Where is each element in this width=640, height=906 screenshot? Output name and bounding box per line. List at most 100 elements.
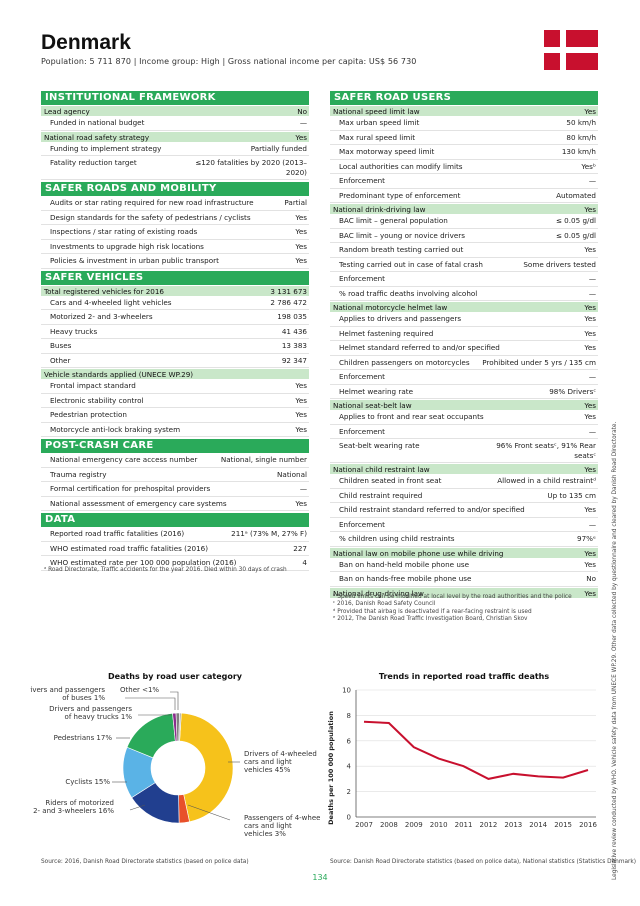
row-label: Motorcycle anti-lock braking system <box>50 424 181 434</box>
leader-other <box>170 691 179 710</box>
table-row: Helmet fastening required Yes <box>330 327 598 341</box>
table-row: Inspections / star rating of existing ro… <box>41 225 309 240</box>
table-row: Applies to drivers and passengers Yes <box>330 312 598 327</box>
phone-rows: Ban on hand-held mobile phone use Yes Ban … <box>330 558 598 587</box>
y-tick-label: 6 <box>347 737 352 745</box>
page-number: 134 <box>312 873 328 882</box>
section-vehicles: SAFER VEHICLES <box>41 270 309 285</box>
pie-chart: Other <1% Drivers and passengers of buse… <box>30 686 320 838</box>
row-label: Frontal impact standard <box>50 381 136 390</box>
footnotes-right: ᵇ Speed limits can be modified at local … <box>330 594 598 623</box>
row-label: Children passengers on motorcycles <box>339 357 470 367</box>
row-label: Trauma registry <box>50 469 107 479</box>
label-riders-2: 2- and 3-wheelers 16% <box>33 807 114 815</box>
row-label: WHO estimated rate per 100 000 populatio… <box>50 558 237 567</box>
pie-chart-title: Deaths by road user category <box>108 672 242 681</box>
subhead-phone: National law on mobile phone use while d… <box>330 546 598 558</box>
table-row: Enforcement — <box>330 370 598 385</box>
leader-passengers4 <box>187 804 231 821</box>
label-pedestrians: Pedestrians 17% <box>54 734 113 742</box>
child-rows: Children seated in front seat Allowed in … <box>330 474 598 547</box>
table-row: Random breath testing carried out Yes <box>330 243 598 258</box>
row-value: Yes <box>584 328 596 338</box>
label-buses-1: Drivers and passengers <box>30 686 105 694</box>
label-drivers4-1: Drivers of 4-wheeled <box>244 750 317 758</box>
row-value: — <box>588 372 596 381</box>
row-value: — <box>588 519 596 529</box>
table-row: BAC limit – general population ≤ 0.05 g/d… <box>330 214 598 229</box>
row-label: Local authorities can modify limits <box>339 161 463 171</box>
row-label: Random breath testing carried out <box>339 245 464 254</box>
row-value: 80 km/h <box>566 132 596 142</box>
row-value: Yes <box>295 410 307 419</box>
table-row: Child restraint required Up to 135 cm <box>330 489 598 503</box>
table-row: Reported road traffic fatalities (2016) 2… <box>41 527 309 542</box>
leader-buses <box>125 697 176 710</box>
table-row: Predominant type of enforcement Automated <box>330 189 598 203</box>
row-label: Max rural speed limit <box>339 132 416 142</box>
table-row: Funding to implement strategy Partially f… <box>41 142 309 156</box>
table-row: WHO estimated rate per 100 000 populatio… <box>41 556 309 571</box>
table-row: Pedestrian protection Yes <box>41 408 309 423</box>
table-row: Fatality reduction target ≤120 fatalities… <box>41 156 309 180</box>
row-label: Audits or star rating required for new r… <box>50 198 254 207</box>
x-tick-label: 2009 <box>405 821 423 829</box>
row-value: ≤ 0.05 g/dl <box>555 230 596 240</box>
table-row: Helmet standard referred to and/or speci… <box>330 341 598 356</box>
table-row: Ban on hand-held mobile phone use Yes <box>330 558 598 572</box>
table-row: Frontal impact standard Yes <box>41 379 309 394</box>
table-row: Helmet wearing rate 98% Driversᶜ <box>330 385 598 399</box>
subhead-drink: National drink-driving law Yes <box>330 203 598 214</box>
row-label: Enforcement <box>339 372 385 381</box>
row-value: 13 383 <box>281 341 307 350</box>
table-row: Seat-belt wearing rate 96% Front seatsᶜ, … <box>330 439 598 463</box>
row-value: Up to 135 cm <box>547 490 596 500</box>
table-row: Motorized 2- and 3-wheelers 198 035 <box>41 310 309 325</box>
speed-rows: Max urban speed limit 50 km/h Max rural sp… <box>330 116 598 203</box>
row-value: Prohibited under 5 yrs / 135 cm <box>482 357 596 367</box>
row-value: 4 <box>302 558 307 567</box>
row-value: Yes <box>295 227 307 236</box>
row-value: 97%ᵉ <box>577 534 596 543</box>
table-row: National emergency care access number Nat… <box>41 453 309 468</box>
vehicle-rows: Cars and 4-wheeled light vehicles 2 786 4… <box>41 296 309 368</box>
table-row: Funded in national budget — <box>41 116 309 131</box>
row-label: Funded in national budget <box>50 118 145 127</box>
table-row: Audits or star rating required for new r… <box>41 196 309 211</box>
row-label: National assessment of emergency care sy… <box>50 498 227 508</box>
table-row: Other 92 347 <box>41 354 309 368</box>
right-column: SAFER ROAD USERS National speed limit la… <box>330 89 598 598</box>
row-label: Seat-belt wearing rate <box>339 441 420 450</box>
row-value: Yes <box>584 343 596 352</box>
row-value: Partial <box>284 198 307 207</box>
y-tick-label: 10 <box>342 687 351 695</box>
row-label: Motorized 2- and 3-wheelers <box>50 312 153 321</box>
row-label: Enforcement <box>339 274 385 283</box>
leader-riders <box>129 804 146 811</box>
table-row: Cars and 4-wheeled light vehicles 2 786 4… <box>41 296 309 310</box>
table-row: WHO estimated road traffic fatalities (2… <box>41 542 309 556</box>
footnote-e: ᵉ 2012, The Danish Road Traffic Investig… <box>333 615 528 622</box>
row-label: Design standards for the safety of pedes… <box>50 212 251 222</box>
row-label: Other <box>50 355 71 365</box>
subhead-drug: National drug-driving law Yes <box>330 586 598 598</box>
row-label: Child restraint required <box>339 490 423 500</box>
row-value: — <box>588 426 596 436</box>
x-tick-label: 2012 <box>480 821 498 829</box>
row-value: 227 <box>293 543 307 553</box>
label-passengers4-1: Passengers of 4-wheel <box>244 814 320 822</box>
row-label: Helmet standard referred to and/or speci… <box>339 343 500 352</box>
row-value: — <box>299 118 307 127</box>
side-note: Legislative review conducted by WHO. Veh… <box>612 421 618 880</box>
institutional-rows2: Funding to implement strategy Partially f… <box>41 142 309 180</box>
institutional-rows1: Funded in national budget — <box>41 116 309 131</box>
row-value: Yes <box>295 256 307 265</box>
row-label: Max motorway speed limit <box>339 147 435 156</box>
section-data: DATA <box>41 513 309 527</box>
table-row: Max rural speed limit 80 km/h <box>330 131 598 145</box>
subhead-seatbelt: National seat-belt law Yes <box>330 399 598 410</box>
subhead-total-vehicles: Total registered vehicles for 2016 3 131 … <box>41 284 309 296</box>
line-source: Source: Danish Road Directorate statisti… <box>330 859 637 865</box>
y-tick-label: 0 <box>347 814 351 822</box>
table-row: Buses 13 383 <box>41 339 309 354</box>
